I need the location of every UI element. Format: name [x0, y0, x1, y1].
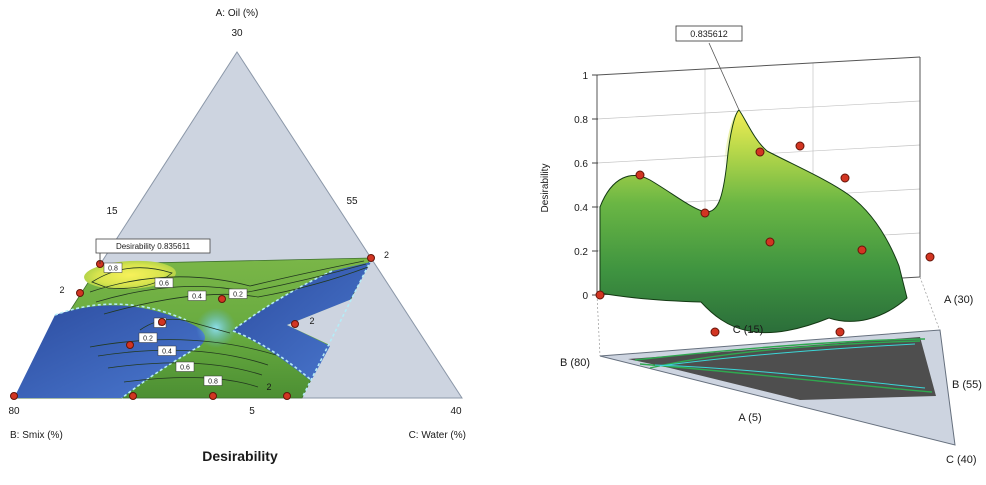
projection-contour-band: [628, 337, 936, 400]
axis-label-c: C: Water (%): [409, 430, 466, 441]
corner-tick-bottom-right: 40: [450, 406, 462, 417]
contour-lines: [89, 260, 369, 388]
svg-text:0.2: 0.2: [233, 292, 243, 299]
design-point-marker: [158, 318, 166, 326]
corner-label-c40: C (40): [946, 454, 977, 466]
design-point-marker: [76, 289, 84, 297]
svg-text:0.2: 0.2: [143, 336, 153, 343]
corner-label-c15: C (15): [733, 324, 764, 336]
design-point-marker: [635, 170, 645, 180]
saddle-region: [196, 308, 236, 348]
surface-3d-plot: 1 0.8 0.6 0.4 0.2 0 Desirability: [540, 25, 982, 466]
base-projection-triangle: [599, 329, 956, 446]
design-point-marker: [710, 327, 720, 337]
design-points: [10, 254, 375, 400]
design-point-marker: [595, 290, 605, 300]
edge-tick-left: 15: [106, 206, 118, 217]
design-point-marker: [840, 173, 850, 183]
replicate-counts: 2 2 2 2: [59, 250, 389, 392]
flag-annotation[interactable]: Desirability 0.835611: [95, 238, 211, 264]
z-axis-title: Desirability: [540, 164, 551, 213]
edge-tick-right: 55: [346, 196, 358, 207]
design-point-marker: [857, 245, 867, 255]
z-tick: 0: [582, 291, 588, 302]
svg-text:0.6: 0.6: [180, 365, 190, 372]
design-point-marker: [367, 254, 375, 262]
contour-label: 0.8: [103, 262, 123, 273]
low-desirability-region-left: [14, 305, 205, 398]
z-tick: 0.6: [574, 159, 588, 170]
replicate-count: 2: [59, 285, 64, 295]
design-point-marker: [835, 327, 845, 337]
corner-label-a30: A (30): [944, 294, 973, 306]
surface-design-points: [595, 141, 935, 337]
axis-label-b: B: Smix (%): [10, 430, 63, 441]
design-point-marker: [795, 141, 805, 151]
contour-label: 0.8: [203, 375, 223, 386]
z-tick: 0.8: [574, 115, 588, 126]
contour-label: 0.4: [187, 290, 207, 301]
contour-label: 0.6: [175, 361, 195, 372]
z-tick: 0.4: [574, 203, 588, 214]
corner-label-b80: B (80): [560, 357, 590, 369]
svg-text:0.4: 0.4: [162, 349, 172, 356]
replicate-count: 2: [266, 382, 271, 392]
corner-label-b55: B (55): [952, 379, 982, 391]
svg-text:0.8: 0.8: [208, 379, 218, 386]
annotation-text: 0.835612: [690, 29, 728, 39]
z-tick: 1: [582, 71, 588, 82]
z-axis: 1 0.8 0.6 0.4 0.2 0 Desirability: [540, 71, 598, 302]
excluded-region-notch: [287, 299, 352, 347]
design-point-marker: [700, 208, 710, 218]
response-surface: [599, 109, 908, 334]
plot-title: Desirability: [202, 448, 278, 464]
design-point-marker: [10, 392, 18, 400]
design-point-marker: [925, 252, 935, 262]
design-point-marker: [129, 392, 137, 400]
peak-annotation[interactable]: 0.835612: [675, 25, 743, 111]
z-tick: 0.2: [574, 247, 588, 258]
ternary-contour-plot: A: Oil (%) 30: [8, 8, 466, 464]
svg-text:0.8: 0.8: [108, 266, 118, 273]
svg-text:0.4: 0.4: [192, 294, 202, 301]
replicate-count: 2: [309, 316, 314, 326]
design-point-marker: [126, 341, 134, 349]
corner-label-a5: A (5): [738, 412, 761, 424]
contour-label: 0.4: [157, 345, 177, 356]
flag-text: Desirability 0.835611: [116, 242, 191, 251]
svg-text:0.6: 0.6: [159, 281, 169, 288]
corner-tick-bottom-left: 80: [8, 406, 20, 417]
apex-axis-label: A: Oil (%): [216, 8, 259, 19]
apex-tick: 30: [231, 28, 243, 39]
design-point-marker: [218, 295, 226, 303]
design-point-marker: [209, 392, 217, 400]
edge-tick-bottom: 5: [249, 406, 255, 417]
replicate-count: 2: [384, 250, 389, 260]
design-point-marker: [755, 147, 765, 157]
contour-label: 0.2: [228, 288, 248, 299]
corner-labels: B (80) A (5) C (15) A (30) B (55) C (40): [560, 294, 982, 466]
contour-label: 0.2: [138, 332, 158, 343]
design-point-marker: [291, 320, 299, 328]
contour-label: 0.6: [154, 277, 174, 288]
low-desirability-region-right: [232, 262, 371, 381]
design-point-marker: [765, 237, 775, 247]
design-point-marker: [283, 392, 291, 400]
